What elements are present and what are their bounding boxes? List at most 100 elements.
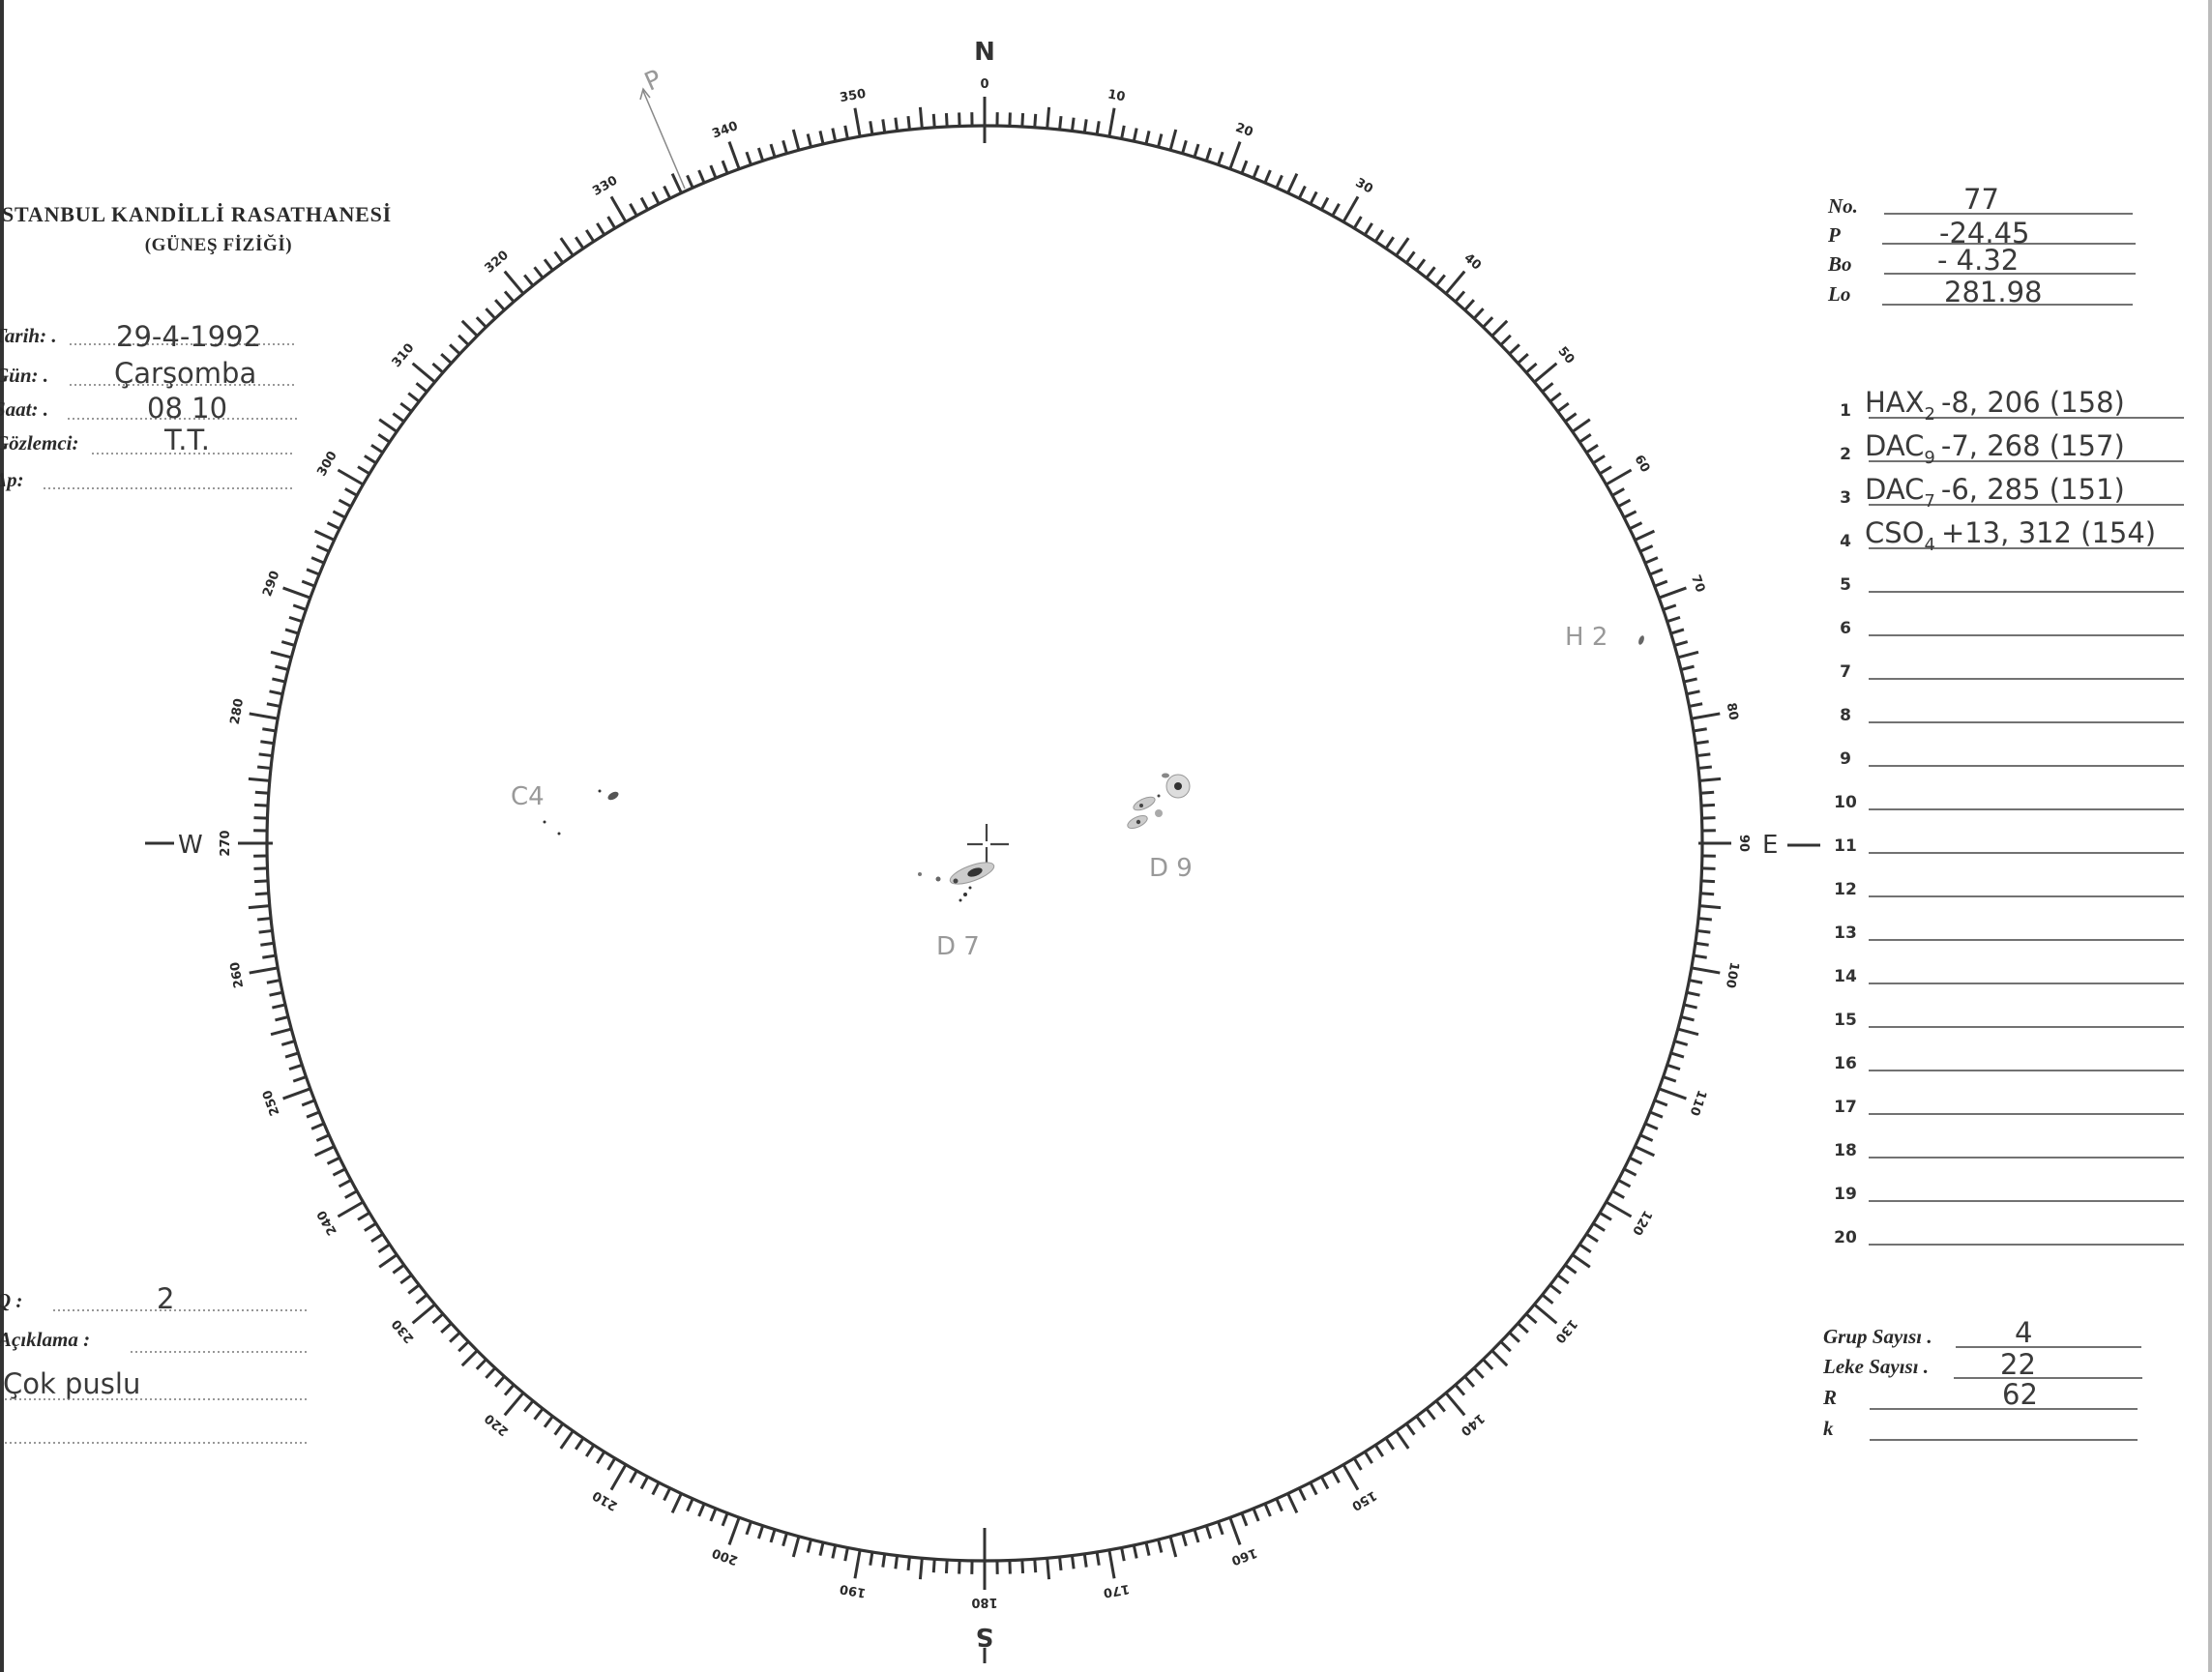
dial-tick — [1691, 966, 1721, 975]
dial-tick — [1193, 1529, 1200, 1543]
dial-tick — [411, 1303, 436, 1325]
dial-tick — [697, 1503, 706, 1517]
dial-tick — [377, 433, 391, 444]
grup-sayisi-value: 4 — [2015, 1316, 2032, 1349]
dial-tick — [894, 1555, 900, 1569]
group-number: 7 — [1924, 491, 1934, 512]
dial-tick — [269, 990, 283, 997]
dial-tick — [1592, 455, 1606, 465]
dial-tick — [651, 191, 661, 205]
dial-tick — [1020, 112, 1025, 128]
dial-degree-label: 170 — [1103, 1581, 1131, 1599]
p-label: P — [1827, 223, 1841, 247]
dial-tick — [670, 172, 683, 194]
dial-tick — [697, 169, 706, 184]
dial-tick — [1700, 892, 1715, 896]
dial-tick — [843, 125, 849, 139]
row-number: 20 — [1834, 1228, 1857, 1247]
dial-tick — [282, 1087, 311, 1100]
east-label: E — [1762, 831, 1778, 860]
dial-degree-label: 40 — [1461, 250, 1485, 273]
dial-tick — [280, 640, 296, 647]
no-label: No. — [1827, 194, 1858, 218]
lo-value: 281.98 — [1944, 276, 2042, 308]
row-number: 2 — [1840, 445, 1851, 464]
dial-tick — [266, 979, 280, 984]
gozlemci-value: T.T. — [163, 424, 210, 456]
dial-tick — [1120, 1547, 1126, 1562]
dial-tick — [1691, 712, 1721, 720]
dial-tick — [1309, 1481, 1318, 1496]
r-value: 62 — [2002, 1378, 2038, 1411]
dial-tick — [1095, 121, 1101, 135]
dial-tick — [301, 1099, 315, 1107]
dial-tick — [1525, 362, 1538, 374]
dial-tick — [1320, 1476, 1330, 1490]
dial-tick — [1564, 1263, 1578, 1275]
dial-tick — [253, 879, 269, 884]
dial-degree-label: 230 — [390, 1316, 418, 1345]
dial-tick — [284, 628, 299, 635]
dial-tick — [559, 1429, 575, 1450]
dial-tick — [1639, 544, 1654, 553]
dial-tick — [258, 928, 273, 934]
dial-tick — [1548, 1283, 1562, 1295]
dial-tick — [1677, 650, 1699, 660]
dial-degree-label: 300 — [314, 449, 340, 479]
dial-tick — [440, 1322, 453, 1334]
dial-tick — [503, 290, 516, 303]
dial-tick — [1697, 917, 1713, 922]
row-number: 3 — [1840, 488, 1851, 508]
dial-tick — [1033, 1559, 1038, 1573]
dial-tick — [1693, 953, 1707, 959]
group-entry: DAC9 -7, 268 (157) — [1865, 429, 2125, 468]
dial-tick — [248, 777, 270, 782]
dial-tick — [1058, 115, 1063, 131]
dial-degree-label: 290 — [260, 569, 282, 599]
dial-tick — [256, 917, 272, 922]
dial-tick — [1533, 1303, 1558, 1325]
dial-tick — [1193, 143, 1200, 158]
west-label: W — [178, 831, 203, 860]
dial-tick — [663, 1487, 672, 1502]
dial-tick — [727, 141, 741, 170]
dial-tick — [831, 1544, 838, 1559]
observatory-title: STANBUL KANDİLLİ RASATHANESİ — [2, 202, 392, 226]
dial-tick — [262, 953, 277, 959]
dial-tick — [1033, 113, 1038, 128]
group-list-row: 7 — [1840, 662, 2184, 682]
dial-degree-label: 220 — [483, 1410, 512, 1438]
dial-tick — [1592, 1221, 1606, 1232]
dial-tick — [1654, 579, 1668, 588]
dial-tick — [377, 1243, 391, 1253]
dial-tick — [1352, 216, 1363, 229]
dial-tick — [944, 1559, 949, 1574]
dial-tick — [407, 1283, 421, 1295]
bo-label: Bo — [1827, 252, 1852, 276]
dial-tick — [1454, 1384, 1466, 1396]
group-list-row: 5 — [1840, 575, 2184, 595]
dial-tick — [392, 1263, 405, 1275]
dial-tick — [282, 586, 311, 600]
dial-tick — [1240, 1512, 1249, 1527]
dial-tick — [270, 1027, 292, 1037]
dial-tick — [378, 418, 398, 433]
dial-tick — [745, 1521, 752, 1536]
dial-tick — [575, 1437, 585, 1451]
dial-tick — [475, 1358, 487, 1370]
dial-tick — [288, 615, 303, 624]
dial-degree-label: 30 — [1353, 176, 1375, 197]
dial-tick — [1434, 1399, 1446, 1413]
dial-tick — [1082, 119, 1088, 133]
row-number: 8 — [1840, 706, 1851, 725]
dial-degree-label: 70 — [1688, 573, 1707, 595]
dial-tick — [1132, 128, 1138, 142]
dial-tick — [460, 319, 479, 337]
dial-tick — [1499, 334, 1512, 346]
dial-tick — [1605, 1200, 1633, 1218]
dial-tick — [553, 1423, 565, 1436]
dial-tick — [1363, 1451, 1373, 1464]
grup-sayisi-label: Grup Sayısı . — [1823, 1325, 1932, 1348]
dial-tick — [315, 1133, 330, 1142]
dial-tick — [306, 568, 320, 576]
